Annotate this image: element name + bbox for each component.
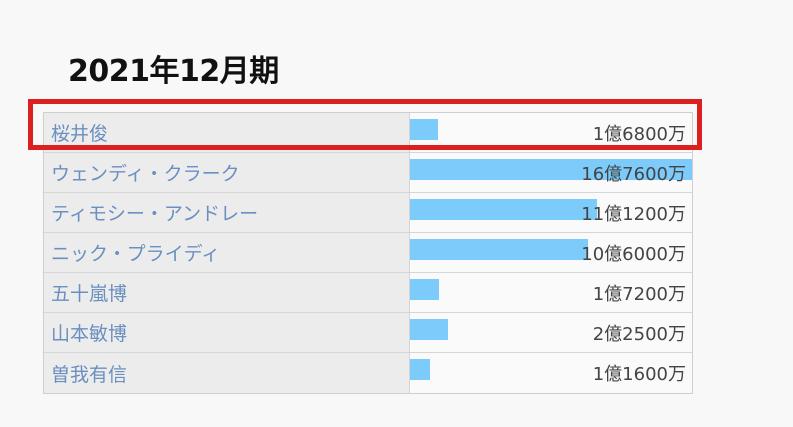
compensation-amount: 1億6800万 xyxy=(592,124,686,145)
bar-cell: 1億6800万 xyxy=(410,113,692,152)
compensation-amount: 2億2500万 xyxy=(592,324,686,345)
name-cell: ティモシー・アンドレー xyxy=(44,193,410,232)
compensation-amount: 16億7600万 xyxy=(581,164,686,185)
compensation-bar xyxy=(410,319,448,340)
table-row: 五十嵐博 1億7200万 xyxy=(44,273,692,313)
compensation-bar xyxy=(410,199,597,220)
table-row: ニック・プライディ 10億6000万 xyxy=(44,233,692,273)
bar-cell: 16億7600万 xyxy=(410,153,692,192)
compensation-amount: 1億7200万 xyxy=(592,284,686,305)
compensation-bar xyxy=(410,359,430,380)
bar-cell: 1億1600万 xyxy=(410,353,692,393)
executive-name-link[interactable]: ティモシー・アンドレー xyxy=(51,203,259,225)
executive-name-link[interactable]: 五十嵐博 xyxy=(51,283,128,305)
bar-cell: 11億1200万 xyxy=(410,193,692,232)
executive-name-link[interactable]: ニック・プライディ xyxy=(51,243,221,265)
name-cell: 五十嵐博 xyxy=(44,273,410,312)
compensation-bar xyxy=(410,119,438,140)
compensation-bar xyxy=(410,279,439,300)
compensation-table: 桜井俊 1億6800万 ウェンディ・クラーク 16億7600万 ティモシー・アン… xyxy=(43,112,693,394)
compensation-amount: 10億6000万 xyxy=(581,244,686,265)
table-row: ウェンディ・クラーク 16億7600万 xyxy=(44,153,692,193)
table-row: 山本敏博 2億2500万 xyxy=(44,313,692,353)
executive-name-link[interactable]: 山本敏博 xyxy=(51,323,128,345)
name-cell: 曽我有信 xyxy=(44,353,410,393)
name-cell: 桜井俊 xyxy=(44,113,410,152)
name-cell: ウェンディ・クラーク xyxy=(44,153,410,192)
table-row: 桜井俊 1億6800万 xyxy=(44,113,692,153)
bar-cell: 2億2500万 xyxy=(410,313,692,352)
name-cell: 山本敏博 xyxy=(44,313,410,352)
executive-name-link[interactable]: 曽我有信 xyxy=(51,363,128,386)
page-title: 2021年12月期 xyxy=(68,54,279,89)
compensation-amount: 1億1600万 xyxy=(592,364,686,385)
bar-cell: 10億6000万 xyxy=(410,233,692,272)
compensation-bar xyxy=(410,239,588,260)
executive-name-link[interactable]: 桜井俊 xyxy=(51,123,109,145)
table-row: 曽我有信 1億1600万 xyxy=(44,353,692,393)
executive-name-link[interactable]: ウェンディ・クラーク xyxy=(51,163,240,185)
compensation-amount: 11億1200万 xyxy=(581,204,686,225)
table-row: ティモシー・アンドレー 11億1200万 xyxy=(44,193,692,233)
compensation-bar xyxy=(410,159,692,180)
name-cell: ニック・プライディ xyxy=(44,233,410,272)
bar-cell: 1億7200万 xyxy=(410,273,692,312)
